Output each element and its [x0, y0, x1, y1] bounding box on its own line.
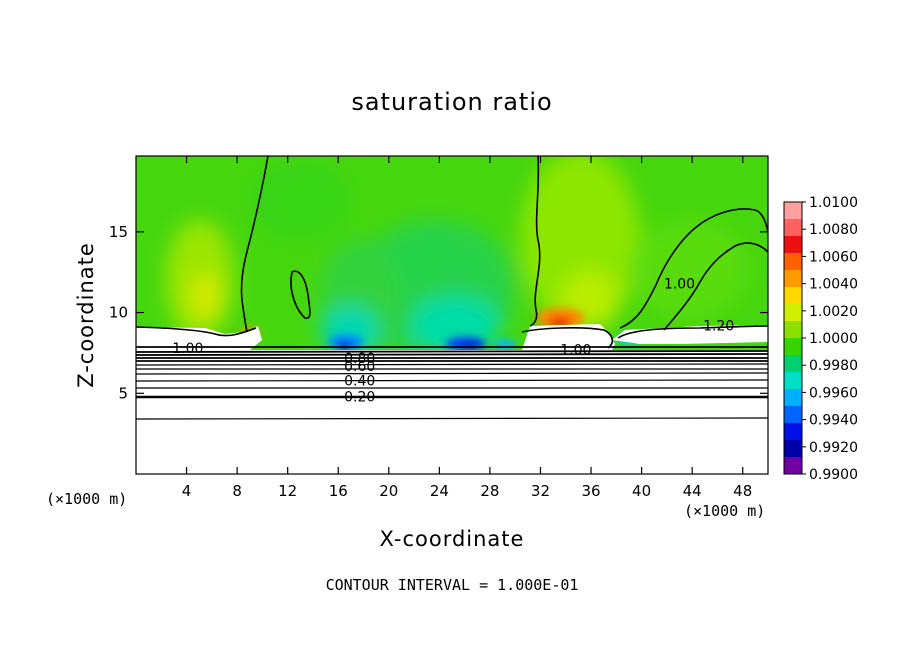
colorbar-swatch [784, 287, 802, 305]
contour-label: 0.20 [344, 390, 375, 406]
x-tick-label: 4 [182, 482, 192, 500]
colorbar: 1.0100 1.0080 1.0060 1.0040 1.0020 1.0000 0.99… [783, 195, 858, 483]
colorbar-tick-label: 0.9940 [809, 413, 858, 429]
contour-label: 0.60 [344, 359, 375, 375]
colorbar-swatch [784, 406, 802, 424]
heatmap-field [136, 156, 768, 474]
colorbar-tick-label: 1.0000 [809, 331, 858, 347]
colorbar-tick-label: 1.0080 [809, 222, 858, 238]
colorbar-tick-label: 0.9920 [809, 440, 858, 456]
x-tick-label: 44 [683, 482, 702, 500]
colorbar-tick-label: 1.0060 [809, 249, 858, 265]
x-axis-unit-right: (×1000 m) [684, 502, 766, 520]
colorbar-tick-label: 0.9980 [809, 358, 858, 374]
contour-label: 0.80 [344, 351, 375, 367]
colorbar-swatch [784, 321, 802, 339]
plot-frame [135, 155, 769, 475]
colorbar-swatch [784, 355, 802, 373]
contour-interval-note: CONTOUR INTERVAL = 1.000E-01 [325, 576, 579, 594]
x-tick-label: 40 [632, 482, 651, 500]
x-tick-label: 24 [430, 482, 449, 500]
x-tick-label: 8 [232, 482, 242, 500]
y-tick-label: 15 [109, 223, 128, 241]
colorbar-tick-label: 1.0020 [809, 304, 858, 320]
colorbar-tick-label: 1.0040 [809, 277, 858, 293]
colorbar-swatch [784, 304, 802, 322]
x-tick-label: 12 [278, 482, 297, 500]
x-tick-label: 48 [733, 482, 752, 500]
y-axis-ticks: 5 10 15 [109, 223, 768, 402]
colorbar-tick-label: 0.9960 [809, 385, 858, 401]
colorbar-swatch [784, 457, 802, 475]
colorbar-swatch [784, 270, 802, 288]
contour-label: 1.00 [664, 277, 695, 293]
colorbar-swatch [784, 338, 802, 356]
x-axis-label: X-coordinate [379, 527, 525, 551]
colorbar-swatch [784, 440, 802, 458]
contour-label: 0.40 [344, 373, 375, 389]
colorbar-swatch [784, 389, 802, 407]
y-tick-label: 10 [109, 304, 128, 322]
colorbar-swatch [784, 253, 802, 271]
colorbar-swatch [784, 202, 802, 220]
colorbar-swatch [784, 219, 802, 237]
x-axis-ticks: 4 8 12 16 20 24 28 32 36 40 44 48 [182, 156, 752, 500]
x-tick-label: 16 [329, 482, 348, 500]
y-tick-label: 5 [118, 384, 128, 402]
x-tick-label: 36 [581, 482, 600, 500]
colorbar-swatch [784, 236, 802, 254]
colorbar-swatch [784, 372, 802, 390]
colorbar-tick-label: 1.0100 [809, 195, 858, 211]
x-tick-label: 20 [379, 482, 398, 500]
contour-label: 1.00 [560, 343, 591, 359]
contour-labels: 1.00 1.00 1.00 1.20 0.800.600.400.20 [172, 277, 734, 406]
x-tick-label: 28 [480, 482, 499, 500]
chart-title: saturation ratio [351, 88, 553, 116]
contour-label: 1.20 [703, 318, 734, 334]
colorbar-swatch [784, 423, 802, 441]
colorbar-tick-label: 0.9900 [809, 467, 858, 483]
y-axis-label: Z-coordinate [74, 242, 98, 388]
x-axis-unit-left: (×1000 m) [46, 490, 128, 508]
x-tick-label: 32 [531, 482, 550, 500]
contour-label: 1.00 [172, 341, 203, 357]
